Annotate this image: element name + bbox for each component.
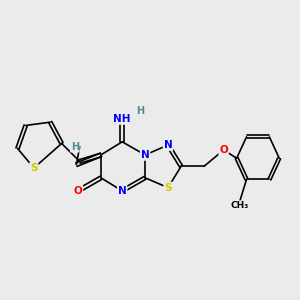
Text: N: N [164,140,172,150]
Text: S: S [30,163,38,173]
Text: O: O [74,186,82,196]
Text: H: H [136,106,144,116]
Text: N: N [118,186,127,196]
Text: CH₃: CH₃ [231,201,249,210]
Text: S: S [164,183,172,193]
Text: N: N [141,150,149,160]
Text: H: H [71,142,79,152]
Text: O: O [219,145,228,155]
Text: NH: NH [113,114,131,124]
